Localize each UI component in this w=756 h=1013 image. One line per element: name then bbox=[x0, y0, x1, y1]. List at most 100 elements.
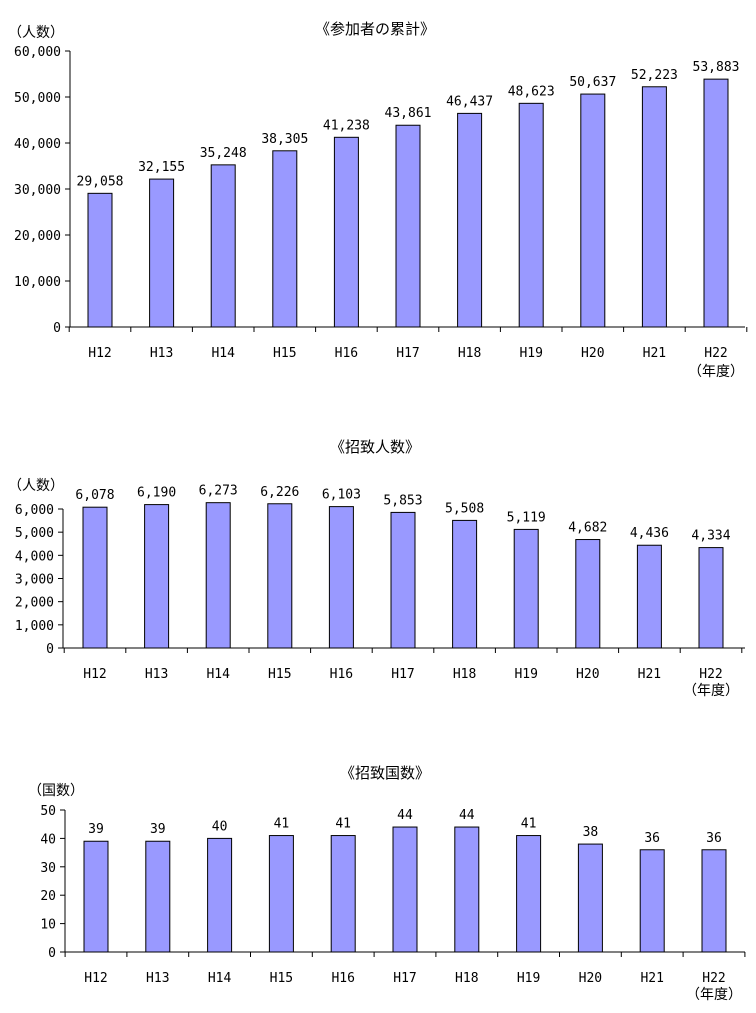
bar-H12 bbox=[83, 840, 109, 953]
x-category-label: H17 bbox=[393, 971, 416, 986]
x-category-label: H20 bbox=[576, 667, 599, 682]
y-tick-label: 30 bbox=[40, 861, 56, 876]
bar-H19 bbox=[513, 528, 539, 649]
x-category-label: H15 bbox=[273, 346, 296, 361]
bar-H19 bbox=[518, 102, 544, 328]
x-category-label: H21 bbox=[638, 667, 661, 682]
data-label: 4,682 bbox=[568, 521, 607, 536]
x-category-label: H19 bbox=[517, 971, 540, 986]
x-category-label: H15 bbox=[268, 667, 291, 682]
data-label: 5,853 bbox=[383, 493, 422, 508]
bar-H17 bbox=[392, 826, 418, 953]
data-label: 39 bbox=[150, 822, 166, 837]
y-axis-unit-label: （国数） bbox=[28, 783, 84, 799]
x-category-label: H13 bbox=[150, 346, 173, 361]
x-category-label: H22 bbox=[704, 346, 727, 361]
data-label: 38 bbox=[583, 825, 599, 840]
data-label: 44 bbox=[397, 808, 413, 823]
y-tick-label: 10,000 bbox=[14, 275, 61, 290]
x-axis-unit-label: （年度） bbox=[688, 364, 744, 380]
bar-H21 bbox=[641, 86, 667, 328]
data-label: 41 bbox=[521, 817, 537, 832]
data-label: 41,238 bbox=[323, 118, 370, 133]
bar-H16 bbox=[333, 136, 359, 328]
data-label: 6,273 bbox=[199, 484, 238, 499]
bar-H19 bbox=[516, 835, 542, 953]
y-tick-label: 2,000 bbox=[15, 596, 54, 611]
bar-H12 bbox=[87, 192, 113, 328]
data-label: 35,248 bbox=[200, 146, 247, 161]
data-label: 39 bbox=[88, 822, 104, 837]
chart-title: 《招致国数》 bbox=[340, 764, 430, 782]
bar-H22 bbox=[703, 78, 729, 328]
y-tick-label: 10 bbox=[40, 918, 56, 933]
y-axis-unit-label: （人数） bbox=[8, 478, 64, 494]
data-label: 4,334 bbox=[691, 529, 730, 544]
bar-H15 bbox=[268, 835, 294, 953]
data-label: 6,078 bbox=[75, 488, 114, 503]
data-label: 43,861 bbox=[385, 106, 432, 121]
chart-title: 《参加者の累計》 bbox=[315, 20, 435, 38]
x-category-label: H22 bbox=[702, 971, 725, 986]
x-category-label: H21 bbox=[643, 346, 666, 361]
bar-H13 bbox=[149, 178, 175, 328]
data-label: 48,623 bbox=[508, 84, 555, 99]
bar-H17 bbox=[395, 124, 421, 328]
y-tick-label: 0 bbox=[46, 642, 54, 657]
data-label: 44 bbox=[459, 808, 475, 823]
x-category-label: H13 bbox=[146, 971, 169, 986]
y-tick-label: 4,000 bbox=[15, 549, 54, 564]
bar-H18 bbox=[454, 826, 480, 953]
data-label: 46,437 bbox=[446, 94, 493, 109]
x-category-label: H12 bbox=[88, 346, 111, 361]
x-category-label: H20 bbox=[579, 971, 602, 986]
x-category-label: H18 bbox=[453, 667, 476, 682]
data-label: 36 bbox=[644, 831, 660, 846]
x-category-label: H13 bbox=[145, 667, 168, 682]
x-category-label: H12 bbox=[83, 667, 106, 682]
x-category-label: H14 bbox=[211, 346, 235, 361]
data-label: 36 bbox=[706, 831, 722, 846]
x-category-label: H22 bbox=[699, 667, 722, 682]
x-category-label: H14 bbox=[206, 667, 230, 682]
y-tick-label: 6,000 bbox=[15, 503, 54, 518]
bar-H22 bbox=[701, 849, 727, 953]
y-tick-label: 5,000 bbox=[15, 526, 54, 541]
data-label: 5,508 bbox=[445, 501, 484, 516]
bar-H20 bbox=[580, 93, 606, 328]
x-category-label: H21 bbox=[640, 971, 663, 986]
bar-H14 bbox=[210, 164, 236, 328]
bar-H13 bbox=[144, 504, 170, 649]
chart-1: 《参加者の累計》 （人数） 0 10,000 20,000 30,000 40,000 50,… bbox=[8, 20, 748, 380]
y-tick-label: 60,000 bbox=[14, 45, 61, 60]
x-category-label: H16 bbox=[330, 667, 353, 682]
x-category-label: H15 bbox=[270, 971, 293, 986]
x-category-label: H18 bbox=[458, 346, 481, 361]
bar-H21 bbox=[636, 544, 662, 649]
y-tick-label: 0 bbox=[53, 321, 61, 336]
bar-H18 bbox=[457, 112, 483, 328]
data-label: 29,058 bbox=[77, 174, 124, 189]
y-tick-label: 3,000 bbox=[15, 573, 54, 588]
chart-title: 《招致人数》 bbox=[330, 438, 420, 456]
data-label: 6,103 bbox=[322, 488, 361, 503]
bar-H22 bbox=[698, 547, 724, 649]
y-tick-label: 50,000 bbox=[14, 91, 61, 106]
bar-H15 bbox=[267, 503, 293, 649]
data-label: 4,436 bbox=[630, 526, 669, 541]
bar-H17 bbox=[390, 511, 416, 649]
data-label: 38,305 bbox=[261, 132, 308, 147]
x-category-label: H20 bbox=[581, 346, 604, 361]
data-label: 41 bbox=[335, 817, 351, 832]
x-category-label: H12 bbox=[84, 971, 107, 986]
bar-H20 bbox=[575, 539, 601, 649]
data-label: 6,226 bbox=[260, 485, 299, 500]
x-category-label: H18 bbox=[455, 971, 478, 986]
chart-2: 《招致人数》 （人数） 0 1,000 2,000 3,000 4,000 5,000 6,00… bbox=[8, 438, 745, 699]
x-category-label: H17 bbox=[391, 667, 414, 682]
y-tick-label: 20 bbox=[40, 889, 56, 904]
bar-H16 bbox=[328, 506, 354, 649]
x-category-label: H19 bbox=[514, 667, 537, 682]
data-label: 52,223 bbox=[631, 68, 678, 83]
